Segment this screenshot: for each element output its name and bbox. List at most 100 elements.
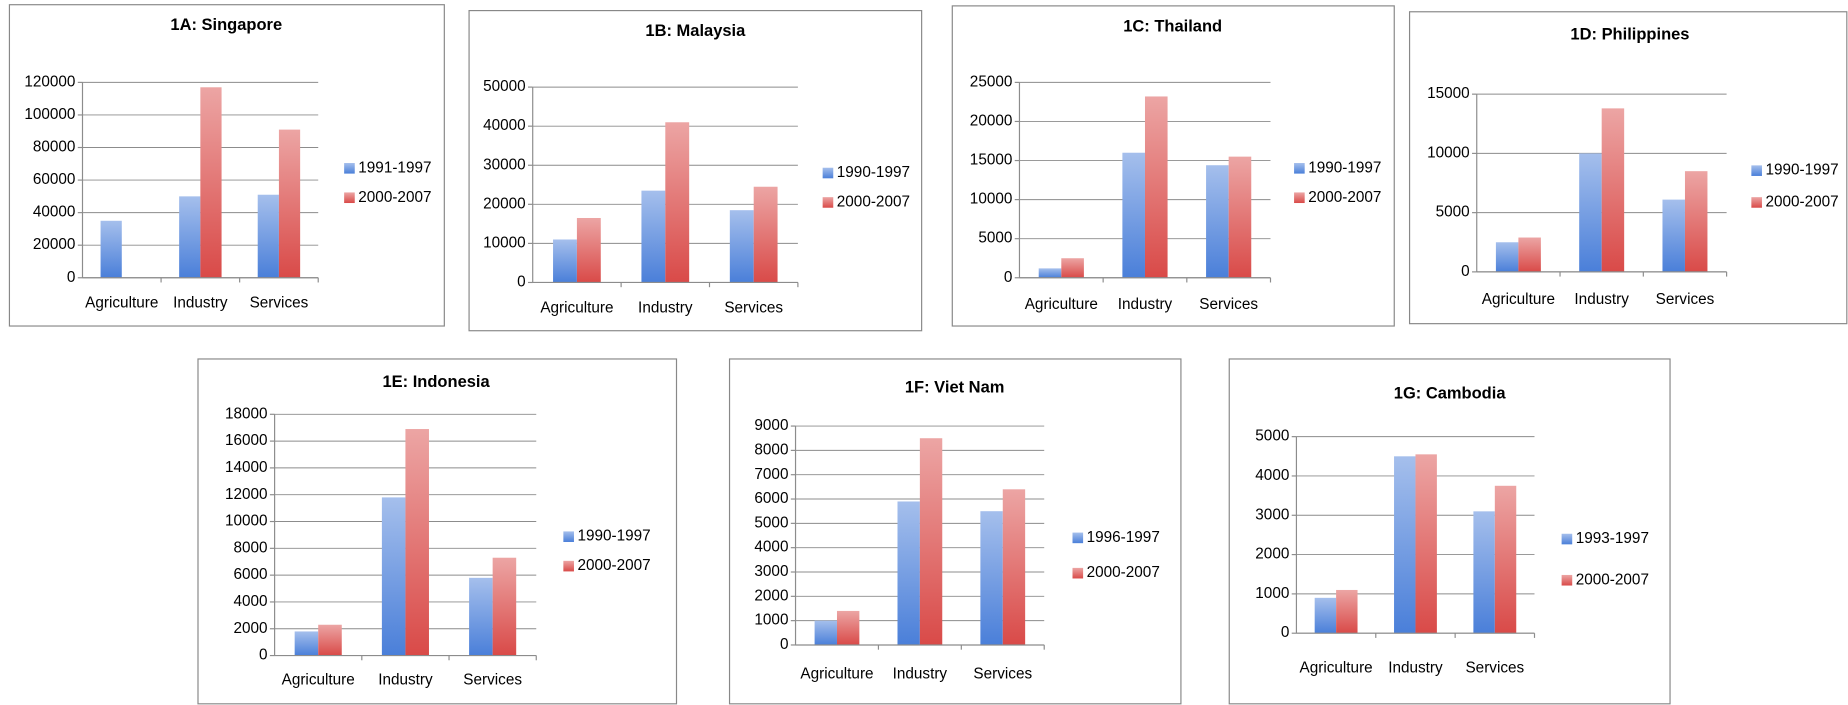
- bar: [729, 210, 754, 283]
- y-tick-label: 0: [67, 269, 76, 286]
- y-tick-label: 4000: [233, 593, 267, 610]
- y-tick-label: 15000: [1427, 85, 1470, 102]
- bar: [1494, 485, 1517, 634]
- x-tick-label: Services: [973, 665, 1032, 682]
- bar: [405, 429, 429, 656]
- y-tick-label: 7000: [754, 466, 788, 483]
- legend-label: 2000-2007: [358, 189, 431, 206]
- legend-swatch: [344, 163, 355, 174]
- y-tick-label: 15000: [970, 152, 1013, 169]
- panel-border: [197, 358, 678, 705]
- y-tick-label: 40000: [33, 204, 76, 221]
- x-tick-label: Industry: [1118, 296, 1173, 313]
- x-tick-label: Industry: [1388, 660, 1443, 677]
- bar: [1228, 156, 1252, 278]
- bar: [1336, 589, 1358, 634]
- legend-swatch: [563, 531, 574, 542]
- y-tick-label: 18000: [225, 405, 268, 422]
- chart-title: 1D: Philippines: [1570, 26, 1689, 44]
- y-tick-label: 0: [780, 636, 789, 653]
- bar: [1314, 597, 1337, 634]
- bar: [1495, 242, 1519, 272]
- panel-border: [951, 5, 1395, 327]
- panel-border: [728, 358, 1182, 705]
- y-tick-label: 12000: [225, 486, 268, 503]
- chart-panel: 1C: Thailand 0 5000 10000 15000 20000 25000 Agr…: [951, 5, 1395, 327]
- chart-panel: 1F: Viet Nam 0 1000 2000 3000 4000 5000 6000 700…: [728, 358, 1182, 705]
- bar: [1144, 96, 1168, 278]
- y-tick-label: 5000: [978, 230, 1012, 247]
- y-tick-label: 5000: [1255, 428, 1289, 445]
- bar: [1684, 171, 1708, 272]
- x-tick-label: Services: [1465, 660, 1524, 677]
- legend-label: 1993-1997: [1576, 530, 1649, 547]
- legend-swatch: [1294, 192, 1305, 204]
- x-tick-label: Agriculture: [85, 295, 158, 312]
- bar: [381, 497, 406, 656]
- legend-swatch: [822, 167, 834, 179]
- bar: [1601, 108, 1625, 272]
- x-tick-label: Industry: [1574, 291, 1629, 308]
- x-tick-label: Agriculture: [1482, 291, 1555, 308]
- legend-label: 1991-1997: [358, 159, 431, 176]
- legend-swatch: [1561, 533, 1573, 545]
- bar: [1518, 237, 1541, 272]
- y-tick-label: 3000: [754, 563, 788, 580]
- chart-title: 1A: Singapore: [170, 16, 282, 34]
- bar: [576, 217, 601, 283]
- bar: [1038, 268, 1062, 278]
- y-tick-label: 80000: [33, 139, 76, 156]
- y-tick-label: 40000: [483, 117, 526, 134]
- bar: [1122, 152, 1145, 278]
- y-tick-label: 0: [1004, 269, 1013, 286]
- bar: [469, 577, 493, 656]
- bar: [1002, 489, 1026, 645]
- legend-swatch: [822, 197, 834, 208]
- y-tick-label: 4000: [1255, 467, 1289, 484]
- y-tick-label: 120000: [24, 73, 75, 90]
- y-tick-label: 100000: [24, 106, 75, 123]
- legend-label: 2000-2007: [1087, 564, 1160, 581]
- chart-panel: 1B: Malaysia 0 10000 20000 30000 40000 50000 Ag…: [468, 10, 923, 332]
- y-tick-label: 0: [1461, 263, 1470, 280]
- x-tick-label: Industry: [173, 295, 228, 312]
- y-tick-label: 1000: [754, 612, 788, 629]
- x-tick-label: Industry: [893, 665, 948, 682]
- bar: [492, 557, 517, 656]
- legend-swatch: [344, 192, 355, 204]
- legend-label: 1996-1997: [1087, 529, 1160, 546]
- bar: [1662, 199, 1685, 272]
- x-tick-label: Industry: [378, 671, 433, 688]
- legend-swatch: [563, 560, 574, 572]
- x-tick-label: Agriculture: [800, 665, 873, 682]
- y-tick-label: 4000: [754, 539, 788, 556]
- bar: [1061, 258, 1084, 278]
- y-tick-label: 60000: [33, 171, 76, 188]
- y-tick-label: 0: [259, 647, 268, 664]
- legend-label: 1990-1997: [1308, 159, 1381, 176]
- y-tick-label: 5000: [754, 514, 788, 531]
- y-tick-label: 2000: [754, 587, 788, 604]
- y-tick-label: 0: [517, 274, 526, 291]
- legend-label: 2000-2007: [1766, 193, 1839, 210]
- y-tick-label: 2000: [1255, 546, 1289, 563]
- y-tick-label: 6000: [233, 566, 267, 583]
- bar: [257, 194, 279, 278]
- bar: [641, 190, 666, 283]
- y-tick-label: 6000: [754, 490, 788, 507]
- bar: [665, 122, 690, 283]
- y-tick-label: 3000: [1255, 506, 1289, 523]
- legend-label: 2000-2007: [837, 193, 910, 210]
- y-tick-label: 5000: [1436, 204, 1470, 221]
- legend-swatch: [1751, 165, 1762, 176]
- x-tick-label: Services: [1199, 296, 1258, 313]
- legend-label: 2000-2007: [578, 557, 651, 574]
- bar: [980, 511, 1003, 645]
- bar: [1579, 153, 1602, 272]
- legend-label: 2000-2007: [1308, 189, 1381, 206]
- x-tick-label: Agriculture: [1025, 296, 1098, 313]
- bar: [318, 624, 342, 656]
- y-tick-label: 10000: [225, 513, 268, 530]
- legend-swatch: [1072, 567, 1084, 579]
